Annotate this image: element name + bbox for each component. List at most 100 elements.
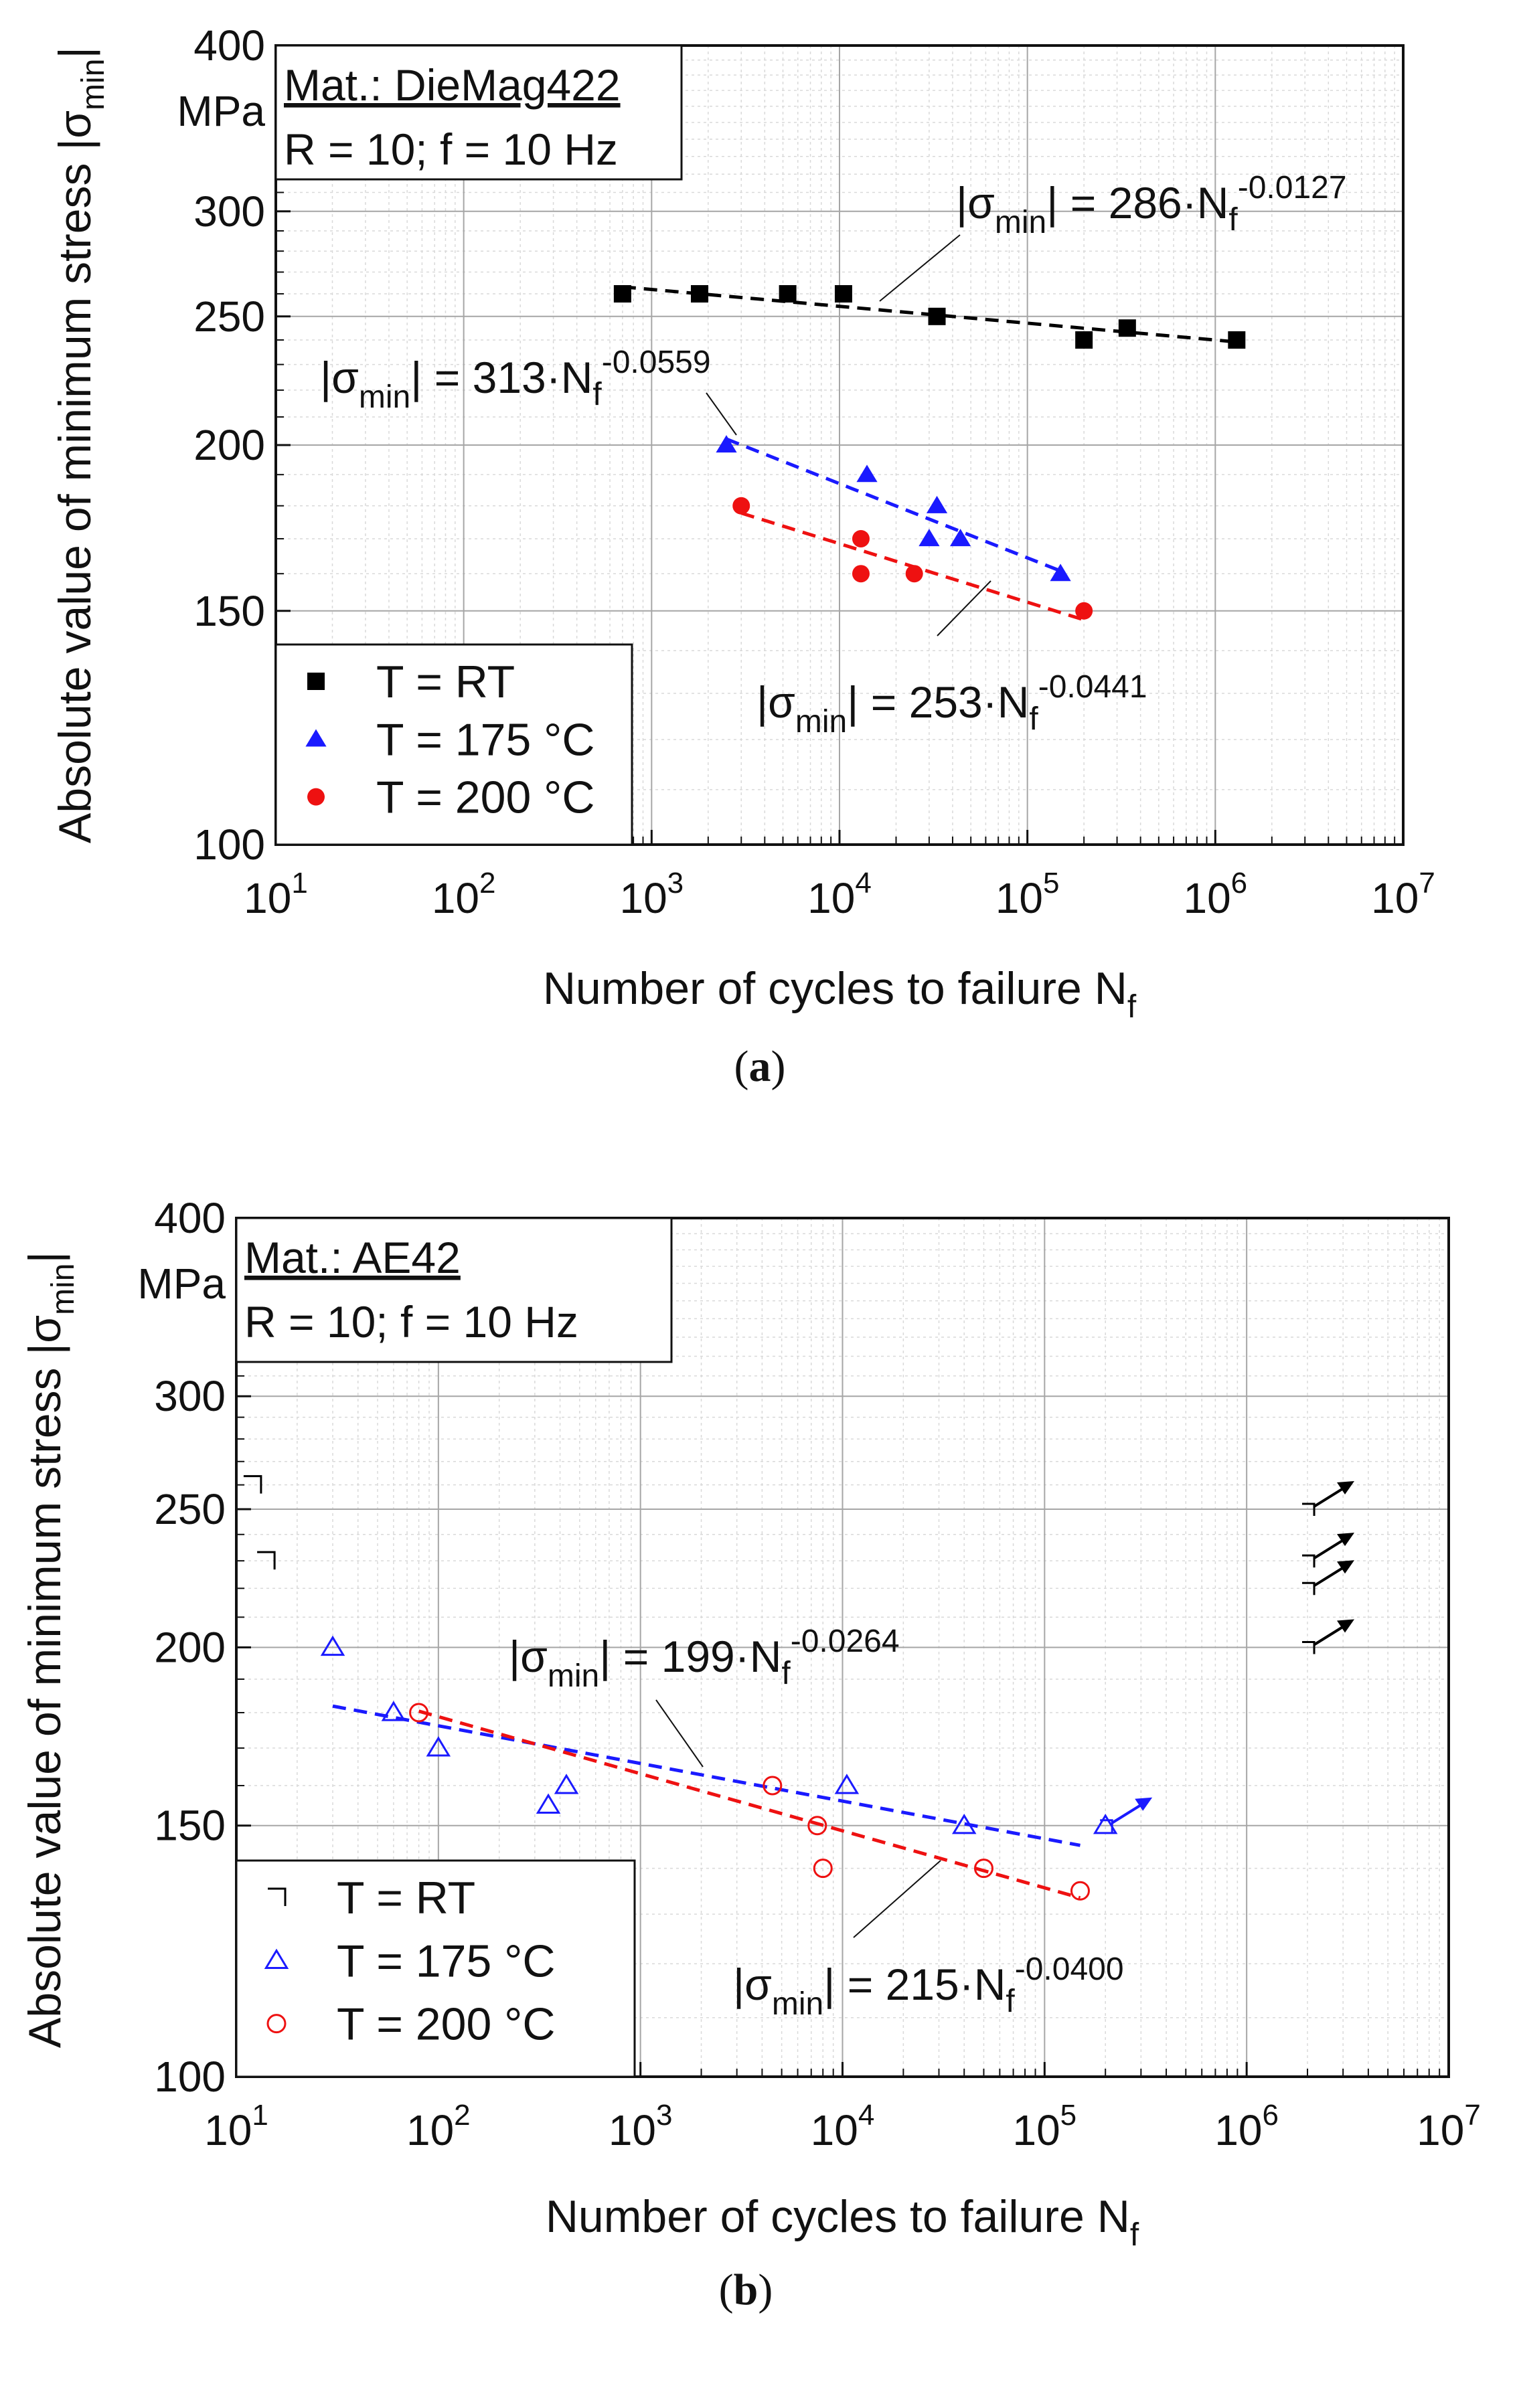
x-axis-title-main: Number of cycles to failure N [546, 2191, 1130, 2242]
legend-label-2: T = 200 °C [337, 1999, 555, 2050]
data-point-series-0 [690, 285, 708, 303]
y-axis-title-subscript: min [76, 59, 111, 110]
x-tick-label: 106 [1183, 867, 1247, 922]
x-axis-title: Number of cycles to failure Nf [543, 963, 1137, 1025]
fit-abs-close: | = [599, 1632, 661, 1681]
fit-subscript-f: f [1029, 701, 1038, 737]
y-axis-title-end: | [19, 1252, 70, 1264]
y-tick-label: 400 [154, 1194, 226, 1242]
fit-line-1 [332, 1704, 1081, 1847]
x-tick-label: 107 [1417, 2099, 1481, 2154]
plot-frame [274, 44, 1405, 846]
fit-subscript-min: min [548, 1658, 599, 1694]
data-point-series-0 [1228, 331, 1246, 349]
y-tick-label: 200 [193, 421, 265, 469]
fit-equation-label: |σmin| = 313·Nf-0.0559 [320, 345, 711, 415]
y-tick-label: 400 [193, 21, 265, 70]
fit-equation-label: |σmin| = 286·Nf-0.0127 [956, 170, 1347, 240]
runout-marker [1100, 1819, 1113, 1832]
x-tick-exponent: 5 [1043, 867, 1059, 899]
fit-exponent: -0.0400 [1015, 1952, 1124, 1987]
fit-label-leader [937, 580, 991, 636]
fit-mult: ·N [546, 353, 593, 402]
x-axis-title-subscript: f [1130, 2217, 1139, 2253]
y-tick-label: 150 [193, 587, 265, 635]
fit-subscript-min: min [795, 704, 847, 740]
data-point-series-0 [257, 1551, 276, 1570]
fit-coefficient: 215 [886, 1960, 959, 2009]
data-point-series-2 [1075, 602, 1093, 620]
fit-label-leader [853, 1860, 941, 1938]
x-tick-label: 104 [811, 2099, 875, 2154]
x-tick-exponent: 3 [656, 2099, 672, 2132]
y-tick-label: 250 [193, 292, 265, 341]
runout-arrow-head [1337, 1619, 1355, 1633]
data-point-series-1 [926, 495, 948, 513]
y-unit-label: MPa [137, 1260, 226, 1308]
runout-arrow-head [1337, 1560, 1355, 1574]
runout-marker [1302, 1581, 1315, 1596]
legend-marker-2 [266, 2014, 287, 2034]
runout-arrow-head [1337, 1480, 1355, 1494]
fit-equation-label: |σmin| = 215·Nf-0.0400 [733, 1952, 1124, 2022]
legend-marker-1 [305, 729, 327, 747]
x-tick-base: 10 [811, 2106, 858, 2154]
y-axis-title-end: | [50, 47, 100, 59]
runout-arrow [1313, 1538, 1346, 1559]
legend-label-0: T = RT [337, 1873, 475, 1923]
legend-marker-0 [307, 673, 325, 690]
chart-panel-a: 101 102 103 104 105 106 107100150200250300400M… [50, 21, 1435, 1091]
data-point-series-2 [973, 1859, 993, 1879]
fit-exponent: -0.0264 [791, 1624, 900, 1659]
y-tick-label: 300 [154, 1372, 226, 1420]
x-tick-exponent: 4 [858, 2099, 874, 2132]
legend-marker-2 [307, 788, 325, 806]
y-tick-label: 300 [193, 187, 265, 236]
fit-line-1 [726, 437, 1062, 573]
x-tick-label: 107 [1371, 867, 1435, 922]
runout-marker [1302, 1641, 1315, 1654]
x-tick-exponent: 4 [855, 867, 871, 899]
x-tick-label: 101 [204, 2099, 268, 2154]
runout-marker [1302, 1502, 1315, 1516]
data-point-series-1 [919, 529, 940, 547]
runout-marker [1302, 1554, 1315, 1568]
data-point-series-0 [834, 285, 852, 303]
data-point-series-1 [951, 1814, 977, 1834]
y-tick-label: 100 [193, 821, 265, 869]
x-axis-title-subscript: f [1127, 989, 1137, 1025]
legend-label-1: T = 175 °C [337, 1936, 555, 1986]
fit-mult: ·N [959, 1960, 1006, 2009]
x-tick-label: 103 [609, 2099, 673, 2154]
fit-abs-open: |σ [733, 1960, 772, 2009]
material-label: Mat.: AE42 [244, 1233, 461, 1282]
y-tick-label: 200 [154, 1624, 226, 1672]
fit-exponent: -0.0559 [602, 345, 711, 380]
data-point-series-1 [426, 1736, 451, 1757]
caption-letter: a [749, 1042, 771, 1091]
legend-box [235, 1859, 636, 2078]
data-point-series-2 [763, 1776, 783, 1796]
fit-subscript-f: f [1228, 202, 1238, 238]
y-axis-title: Absolute value of minimum stress |σmin| [19, 1252, 81, 2048]
data-point-series-0 [613, 285, 631, 303]
x-tick-exponent: 6 [1231, 867, 1247, 899]
x-tick-base: 10 [1183, 874, 1230, 922]
x-tick-base: 10 [406, 2106, 454, 2154]
x-tick-exponent: 2 [479, 867, 495, 899]
y-axis-title-main: Absolute value of minimum stress |σ [50, 110, 100, 843]
x-tick-label: 104 [807, 867, 872, 922]
data-point-series-0 [779, 285, 797, 303]
data-point-series-0 [1075, 331, 1093, 349]
fit-mult: ·N [983, 677, 1030, 727]
fit-subscript-f: f [592, 377, 602, 412]
data-point-series-1 [834, 1774, 860, 1794]
data-point-series-1 [1050, 564, 1071, 582]
fit-subscript-min: min [995, 205, 1046, 240]
fit-abs-close: | = [847, 677, 908, 727]
data-point-series-0 [243, 1475, 262, 1494]
x-tick-exponent: 7 [1464, 2099, 1480, 2132]
legend-marker-1 [264, 1948, 289, 1969]
data-point-series-1 [536, 1793, 561, 1814]
material-label: Mat.: DieMag422 [284, 60, 621, 110]
